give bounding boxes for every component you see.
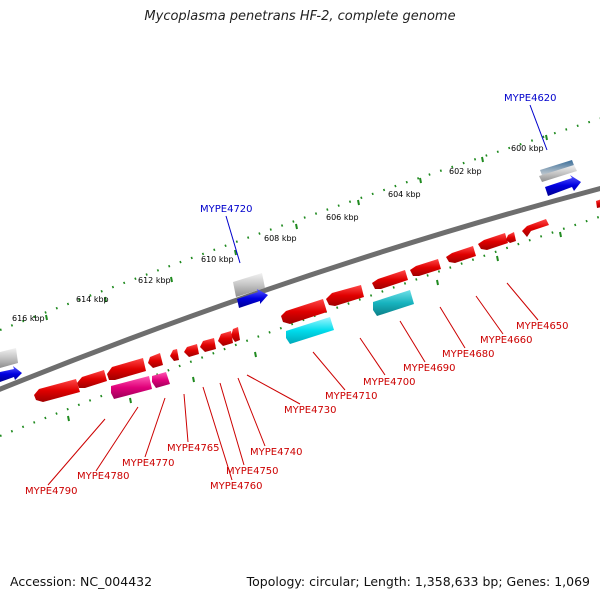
cds-4700-teal[interactable] — [373, 290, 414, 316]
cds-4660[interactable] — [478, 233, 508, 250]
cds-4770-red[interactable] — [107, 358, 146, 380]
scale-label-610: 610 kbp — [201, 255, 234, 264]
gene-label-mype4700[interactable]: MYPE4700 — [363, 377, 416, 388]
inner-scale-track — [0, 215, 600, 438]
gene-label-mype4770[interactable]: MYPE4770 — [122, 458, 175, 469]
cds-4780-red[interactable] — [77, 370, 107, 388]
top-gene-labels: MYPE4620 MYPE4720 — [200, 93, 557, 215]
feature-gray-mid[interactable] — [233, 273, 265, 297]
cds-4780-mag[interactable] — [111, 376, 152, 399]
inner-features — [34, 219, 549, 402]
scale-label-608: 608 kbp — [264, 234, 297, 243]
outer-features — [0, 160, 600, 382]
gene-label-mype4740[interactable]: MYPE4740 — [250, 447, 303, 458]
feature-blue-top[interactable] — [545, 175, 581, 196]
cds-4690[interactable] — [410, 259, 441, 276]
genome-backbone — [0, 185, 600, 392]
gene-label-mype4690[interactable]: MYPE4690 — [403, 363, 456, 374]
gene-label-mype4765[interactable]: MYPE4765 — [167, 443, 220, 454]
scale-label-606: 606 kbp — [326, 213, 359, 222]
cds-4768[interactable] — [148, 353, 163, 368]
cds-4680[interactable] — [446, 246, 476, 263]
gene-label-mype4680[interactable]: MYPE4680 — [442, 349, 495, 360]
gene-label-mype4710[interactable]: MYPE4710 — [325, 391, 378, 402]
feature-gray-left[interactable] — [0, 348, 18, 368]
cds-4740[interactable] — [231, 327, 240, 342]
top-leaders — [225, 104, 548, 264]
feature-red-edge[interactable] — [596, 199, 600, 208]
gene-label-mype4730[interactable]: MYPE4730 — [284, 405, 337, 416]
cds-4765[interactable] — [170, 349, 179, 361]
cds-4755[interactable] — [200, 338, 216, 352]
scale-label-600: 600 kbp — [511, 144, 544, 153]
cds-4710-cyan[interactable] — [286, 317, 334, 344]
cds-4750[interactable] — [218, 331, 233, 346]
gene-label-mype4620[interactable]: MYPE4620 — [504, 93, 557, 104]
cds-4660b[interactable] — [506, 232, 516, 243]
outer-major-ticks — [45, 134, 548, 321]
gene-label-mype4650[interactable]: MYPE4650 — [516, 321, 569, 332]
gene-label-mype4780[interactable]: MYPE4780 — [77, 471, 130, 482]
cds-4760[interactable] — [184, 344, 199, 357]
feature-blue-left[interactable] — [0, 366, 22, 382]
cds-4790[interactable] — [34, 379, 80, 402]
cds-4730-red[interactable] — [281, 299, 327, 324]
map-title: Mycoplasma penetrans HF-2, complete geno… — [144, 9, 456, 24]
bottom-gene-labels: MYPE4650 MYPE4660 MYPE4680 MYPE4690 MYPE… — [25, 321, 569, 497]
accession-text: Accession: NC_004432 — [10, 574, 153, 589]
feature-gray-top[interactable] — [539, 165, 577, 182]
topology-text: Topology: circular; Length: 1,358,633 bp… — [246, 574, 590, 589]
gene-label-mype4750[interactable]: MYPE4750 — [226, 466, 279, 477]
gene-label-mype4720[interactable]: MYPE4720 — [200, 204, 253, 215]
scale-label-616: 616 kbp — [12, 314, 45, 323]
scale-label-612: 612 kbp — [138, 276, 171, 285]
feature-blue-mid[interactable] — [237, 289, 268, 308]
cds-4710-red[interactable] — [326, 285, 364, 306]
cds-4770-mag[interactable] — [152, 372, 170, 388]
scale-label-602: 602 kbp — [449, 167, 482, 176]
scale-label-604: 604 kbp — [388, 190, 421, 199]
scale-label-614: 614 kbp — [76, 295, 109, 304]
scale-labels: 600 kbp 602 kbp 604 kbp 606 kbp 608 kbp … — [12, 144, 544, 323]
bottom-leaders — [47, 282, 539, 486]
cds-4700-red[interactable] — [372, 270, 408, 289]
gene-label-mype4790[interactable]: MYPE4790 — [25, 486, 78, 497]
gene-label-mype4760[interactable]: MYPE4760 — [210, 481, 263, 492]
gene-label-mype4660[interactable]: MYPE4660 — [480, 335, 533, 346]
cds-4650[interactable] — [522, 219, 549, 237]
